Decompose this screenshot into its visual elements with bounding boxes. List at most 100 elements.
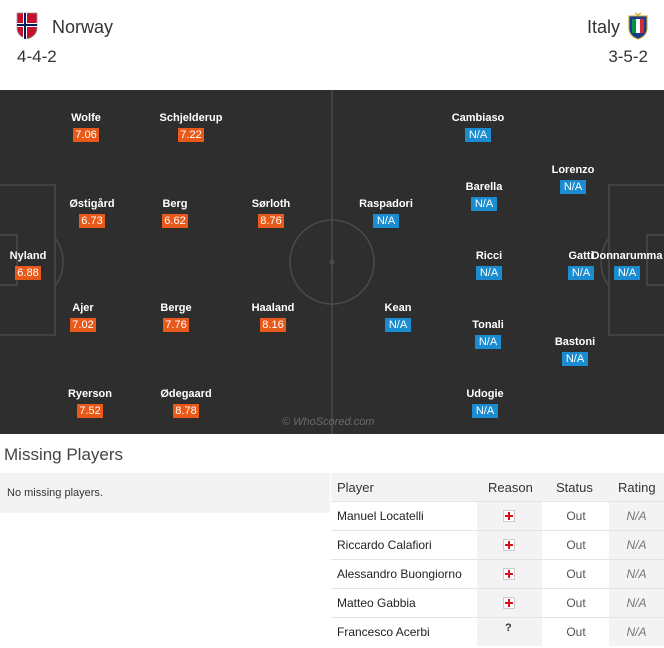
away-formation: 3-5-2 bbox=[608, 47, 648, 66]
home-player-card[interactable]: Østigård 6.73 bbox=[47, 197, 137, 229]
home-player-card[interactable]: Nyland 6.88 bbox=[0, 249, 73, 281]
column-header-player[interactable]: Player bbox=[337, 480, 374, 495]
player-status: Out bbox=[566, 509, 586, 523]
player-status: Out bbox=[566, 538, 586, 552]
away-player-card[interactable]: Gatti N/A bbox=[536, 249, 626, 281]
player-name: Ajer bbox=[72, 302, 94, 314]
player-rating: N/A bbox=[568, 266, 594, 280]
player-rating: N/A bbox=[614, 266, 640, 280]
home-player-card[interactable]: Haaland 8.16 bbox=[228, 301, 318, 333]
player-rating: 6.62 bbox=[162, 214, 188, 228]
away-player-card[interactable]: Barella N/A bbox=[439, 180, 529, 212]
home-formation: 4-4-2 bbox=[17, 47, 57, 66]
player-name: Donnarumma bbox=[591, 250, 663, 262]
player-name: Kean bbox=[384, 302, 412, 314]
player-status: Out bbox=[566, 596, 586, 610]
away-player-card[interactable]: Donnarumma N/A bbox=[582, 249, 664, 281]
match-header: Norway 4-4-2 Italy 3-5-2 bbox=[0, 0, 664, 88]
away-player-card[interactable]: Tonali N/A bbox=[443, 318, 533, 350]
player-rating: N/A bbox=[560, 180, 586, 194]
missing-player-name[interactable]: Riccardo Calafiori bbox=[337, 538, 432, 552]
missing-player-name[interactable]: Alessandro Buongiorno bbox=[337, 567, 462, 581]
away-player-card[interactable]: Lorenzo N/A bbox=[528, 163, 618, 195]
player-name: Tonali bbox=[472, 319, 504, 331]
home-missing-panel: No missing players. bbox=[0, 473, 330, 513]
player-name: Raspadori bbox=[359, 198, 413, 210]
player-name: Udogie bbox=[466, 388, 504, 400]
player-name: Cambiaso bbox=[451, 112, 505, 124]
away-player-card[interactable]: Kean N/A bbox=[353, 301, 443, 333]
away-player-card[interactable]: Bastoni N/A bbox=[530, 335, 620, 367]
table-row: Riccardo Calafiori Out N/A bbox=[331, 530, 664, 559]
injury-icon bbox=[503, 568, 515, 580]
player-name: Berg bbox=[162, 198, 188, 210]
player-rating: N/A bbox=[476, 266, 502, 280]
home-player-card[interactable]: Berge 7.76 bbox=[131, 301, 221, 333]
missing-player-name[interactable]: Matteo Gabbia bbox=[337, 596, 416, 610]
player-rating: N/A bbox=[465, 128, 491, 142]
player-rating: 6.73 bbox=[79, 214, 105, 228]
player-rating: 7.06 bbox=[73, 128, 99, 142]
away-player-card[interactable]: Cambiaso N/A bbox=[433, 111, 523, 143]
player-name: Berge bbox=[160, 302, 192, 314]
column-header-rating[interactable]: Rating bbox=[618, 480, 656, 495]
player-rating: N/A bbox=[626, 596, 647, 610]
pitch-markings bbox=[0, 90, 664, 434]
injury-icon bbox=[503, 597, 515, 609]
home-player-card[interactable]: Ajer 7.02 bbox=[38, 301, 128, 333]
lineup-pitch: Wolfe 7.06 Schjelderup 7.22 Østigård 6.7… bbox=[0, 90, 664, 434]
player-rating: N/A bbox=[562, 352, 588, 366]
player-name: Bastoni bbox=[554, 336, 596, 348]
home-team-name[interactable]: Norway bbox=[52, 17, 114, 37]
player-rating: 8.16 bbox=[260, 318, 286, 332]
player-name: Nyland bbox=[9, 250, 47, 262]
player-rating: 7.52 bbox=[77, 404, 103, 418]
player-name: Ricci bbox=[475, 250, 503, 262]
player-name: Gatti bbox=[568, 250, 594, 262]
player-rating: N/A bbox=[626, 509, 647, 523]
player-name: Ryerson bbox=[67, 388, 113, 400]
missing-player-name[interactable]: Manuel Locatelli bbox=[337, 509, 424, 523]
column-header-status[interactable]: Status bbox=[556, 480, 593, 495]
away-player-card[interactable]: Raspadori N/A bbox=[341, 197, 431, 229]
player-rating: 6.88 bbox=[15, 266, 41, 280]
player-rating: N/A bbox=[626, 625, 647, 639]
italy-badge-icon bbox=[628, 12, 648, 40]
home-player-card[interactable]: Ødegaard 8.78 bbox=[141, 387, 231, 419]
table-header: Player Reason Status Rating bbox=[331, 473, 664, 501]
player-name: Schjelderup bbox=[159, 112, 223, 124]
home-player-card[interactable]: Wolfe 7.06 bbox=[41, 111, 131, 143]
home-player-card[interactable]: Schjelderup 7.22 bbox=[146, 111, 236, 143]
whoscored-watermark: © WhoScored.com bbox=[282, 416, 375, 428]
away-player-card[interactable]: Udogie N/A bbox=[440, 387, 530, 419]
table-row: Francesco Acerbi ? Out N/A bbox=[331, 617, 664, 646]
home-player-card[interactable]: Ryerson 7.52 bbox=[45, 387, 135, 419]
away-team-name[interactable]: Italy bbox=[586, 17, 620, 37]
player-rating: N/A bbox=[373, 214, 399, 228]
player-rating: N/A bbox=[626, 538, 647, 552]
player-rating: N/A bbox=[475, 335, 501, 349]
home-player-card[interactable]: Sørloth 8.76 bbox=[226, 197, 316, 229]
player-rating: 7.76 bbox=[163, 318, 189, 332]
player-rating: 7.22 bbox=[178, 128, 204, 142]
player-name: Ødegaard bbox=[160, 388, 212, 400]
player-name: Barella bbox=[465, 181, 503, 193]
injury-icon bbox=[503, 539, 515, 551]
player-rating: N/A bbox=[472, 404, 498, 418]
away-missing-table: Player Reason Status Rating Manuel Locat… bbox=[331, 473, 664, 646]
no-missing-text: No missing players. bbox=[7, 487, 103, 499]
missing-players-title: Missing Players bbox=[4, 445, 124, 464]
player-rating: N/A bbox=[471, 197, 497, 211]
player-name: Haaland bbox=[251, 302, 295, 314]
missing-player-name[interactable]: Francesco Acerbi bbox=[337, 625, 430, 639]
column-header-reason[interactable]: Reason bbox=[488, 480, 533, 495]
home-player-card[interactable]: Berg 6.62 bbox=[130, 197, 220, 229]
question-mark-icon: ? bbox=[505, 622, 512, 634]
norway-badge-icon bbox=[16, 12, 38, 40]
player-name: Østigård bbox=[69, 198, 115, 210]
away-player-card[interactable]: Ricci N/A bbox=[444, 249, 534, 281]
injury-icon bbox=[503, 510, 515, 522]
player-rating: 8.78 bbox=[173, 404, 199, 418]
player-rating: N/A bbox=[385, 318, 411, 332]
player-name: Wolfe bbox=[71, 112, 101, 124]
